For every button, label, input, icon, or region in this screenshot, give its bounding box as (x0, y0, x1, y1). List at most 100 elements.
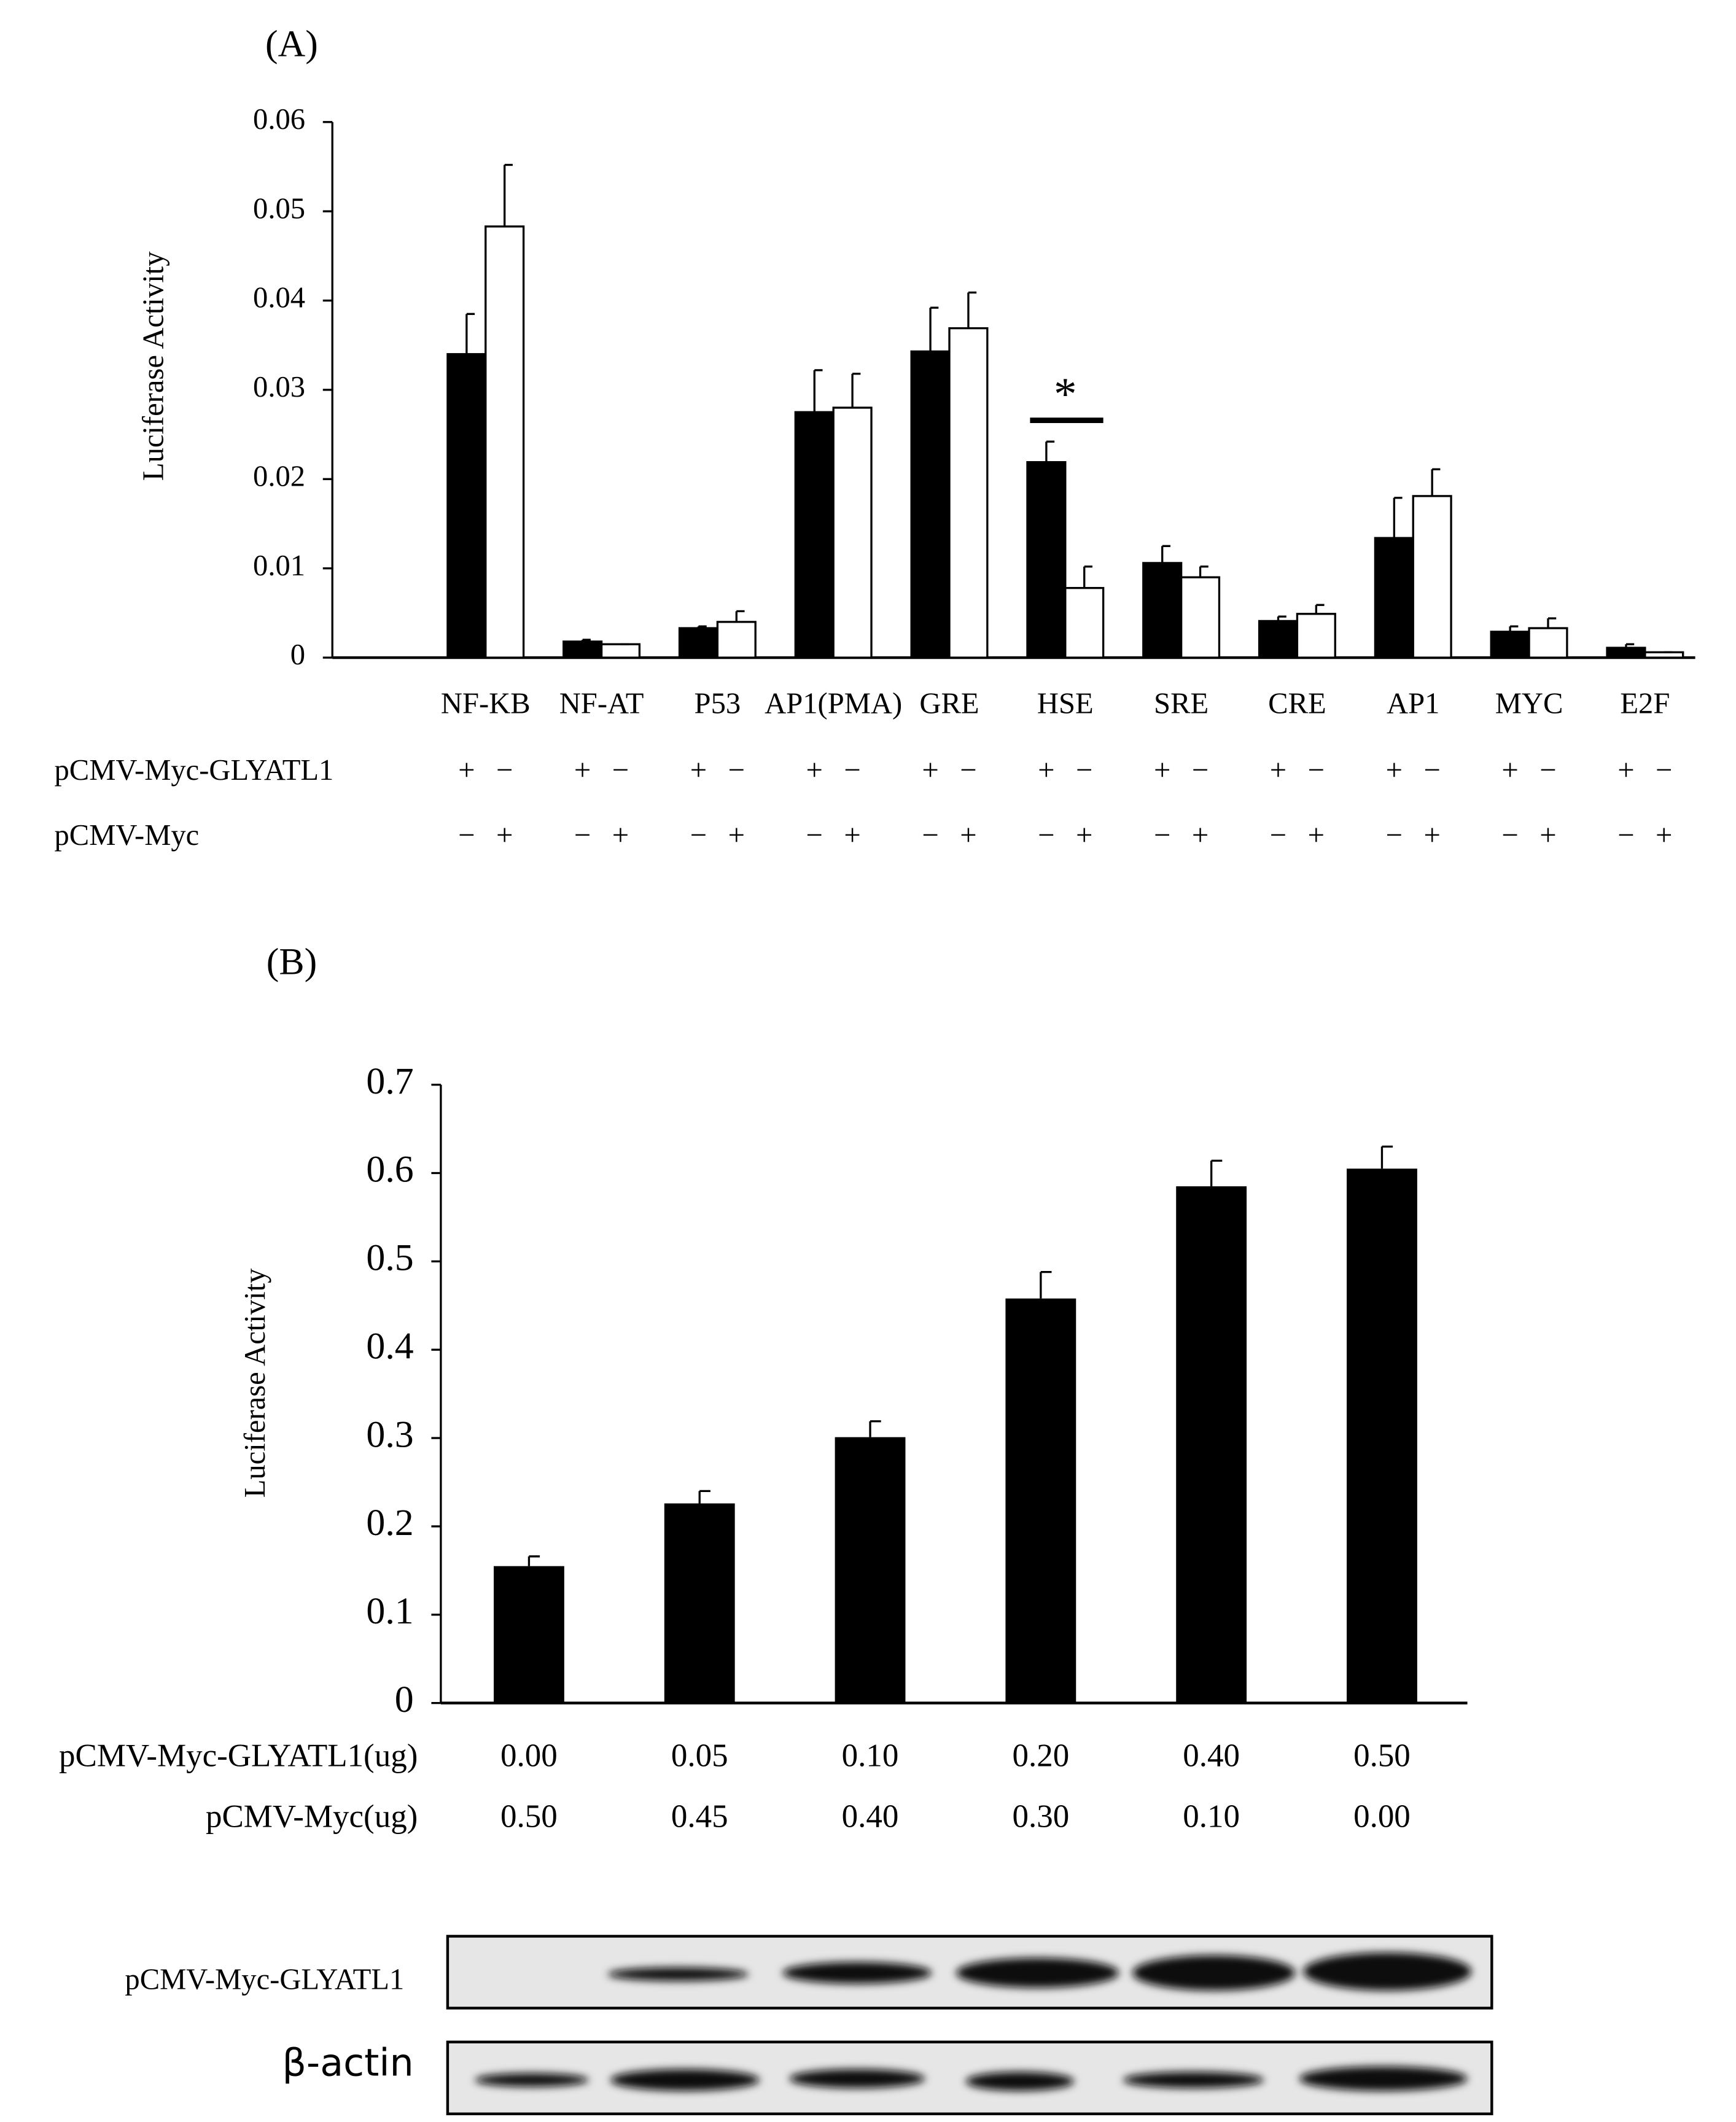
row-value: 0.10 (842, 1738, 899, 1773)
bar (1412, 495, 1452, 659)
x-tick-label: AP1(PMA) (765, 687, 902, 720)
blot-label: β-actin (282, 2040, 413, 2085)
bar (1180, 576, 1221, 659)
y-tick-label: 0 (290, 638, 305, 671)
row-sign: − (458, 818, 475, 852)
y-tick-label: 0.7 (366, 1060, 413, 1102)
row-sign: − (1386, 818, 1403, 852)
row-sign: + (1270, 753, 1286, 787)
band (1132, 1955, 1296, 1991)
row-value: 0.20 (1012, 1738, 1069, 1773)
row-sign: − (1423, 753, 1440, 787)
x-tick-label: AP1 (1387, 687, 1439, 720)
band (956, 1957, 1119, 1988)
panel-title: (A) (265, 23, 318, 64)
row-sign: + (496, 818, 513, 852)
x-tick-label: SRE (1154, 687, 1209, 720)
row-label: pCMV-Myc(ug) (206, 1799, 418, 1835)
bar (446, 353, 487, 659)
bar (794, 411, 835, 659)
y-tick-label: 0.05 (253, 192, 305, 225)
row-value: 0.50 (1353, 1738, 1411, 1773)
x-tick-label: NF-KB (441, 687, 531, 720)
row-sign: + (960, 818, 976, 852)
bar (835, 1437, 906, 1703)
row-sign: + (922, 753, 938, 787)
row-value: 0.05 (671, 1738, 728, 1773)
y-tick-label: 0.4 (366, 1325, 413, 1367)
y-axis-label: Luciferase Activity (136, 251, 169, 481)
y-tick-label: 0.1 (366, 1590, 413, 1632)
row-sign: + (844, 818, 860, 852)
row-sign: + (806, 753, 823, 787)
y-tick-label: 0.03 (253, 370, 305, 403)
row-sign: + (1539, 818, 1556, 852)
row-sign: − (1038, 818, 1054, 852)
y-tick-label: 0 (395, 1679, 414, 1720)
row-label: pCMV-Myc (55, 818, 200, 852)
band (607, 1967, 749, 1981)
row-sign: − (960, 753, 976, 787)
x-tick-label: CRE (1268, 687, 1326, 720)
annotation: * (1054, 368, 1077, 419)
row-sign: − (1308, 753, 1325, 787)
row-value: 0.00 (1353, 1799, 1411, 1835)
band (1303, 1952, 1472, 1991)
bar (485, 225, 525, 659)
bar (716, 621, 757, 659)
bar (1026, 461, 1067, 659)
row-sign: + (1154, 753, 1170, 787)
row-value: 0.40 (842, 1799, 899, 1835)
row-sign: − (1656, 753, 1672, 787)
bar (910, 350, 951, 659)
band (610, 2069, 760, 2091)
row-value: 0.50 (500, 1799, 558, 1835)
row-sign: + (728, 818, 745, 852)
row-sign: + (1076, 818, 1092, 852)
x-tick-label: GRE (919, 687, 979, 720)
row-value: 0.30 (1012, 1799, 1069, 1835)
row-sign: − (612, 753, 629, 787)
x-tick-label: HSE (1037, 687, 1094, 720)
row-sign: + (1423, 818, 1440, 852)
bar (664, 1503, 735, 1703)
blot-label: pCMV-Myc-GLYATL1 (125, 1963, 404, 1996)
y-tick-label: 0.01 (253, 549, 305, 582)
row-sign: − (1617, 818, 1634, 852)
bar (1374, 537, 1414, 659)
band (782, 1962, 932, 1984)
row-label: pCMV-Myc-GLYATL1 (55, 753, 334, 787)
blot-bands (475, 1952, 1472, 2091)
row-value: 0.40 (1183, 1738, 1240, 1773)
row-sign: − (1076, 753, 1092, 787)
bar (1347, 1168, 1417, 1703)
x-tick-label: NF-AT (559, 687, 644, 720)
band (789, 2069, 925, 2088)
y-tick-label: 0.6 (366, 1149, 413, 1191)
y-tick-label: 0.2 (366, 1502, 413, 1544)
row-sign: + (1386, 753, 1403, 787)
bar (678, 627, 719, 659)
row-sign: − (806, 818, 823, 852)
row-sign: − (922, 818, 938, 852)
row-sign: − (690, 818, 707, 852)
row-sign: − (496, 753, 513, 787)
band (1299, 2066, 1468, 2091)
band (965, 2072, 1075, 2091)
row-sign: − (1501, 818, 1518, 852)
y-tick-label: 0.04 (253, 281, 305, 314)
x-tick-label: MYC (1495, 687, 1563, 720)
y-tick-label: 0.02 (253, 459, 305, 492)
band (1123, 2072, 1264, 2088)
bar (1258, 620, 1299, 659)
bar (494, 1566, 564, 1703)
y-tick-label: 0.5 (366, 1237, 413, 1279)
row-sign: + (1038, 753, 1054, 787)
y-axis-label: Luciferase Activity (238, 1268, 271, 1498)
y-tick-label: 0.3 (366, 1413, 413, 1455)
bar (1142, 562, 1183, 659)
row-value: 0.10 (1183, 1799, 1240, 1835)
row-value: 0.00 (500, 1738, 558, 1773)
